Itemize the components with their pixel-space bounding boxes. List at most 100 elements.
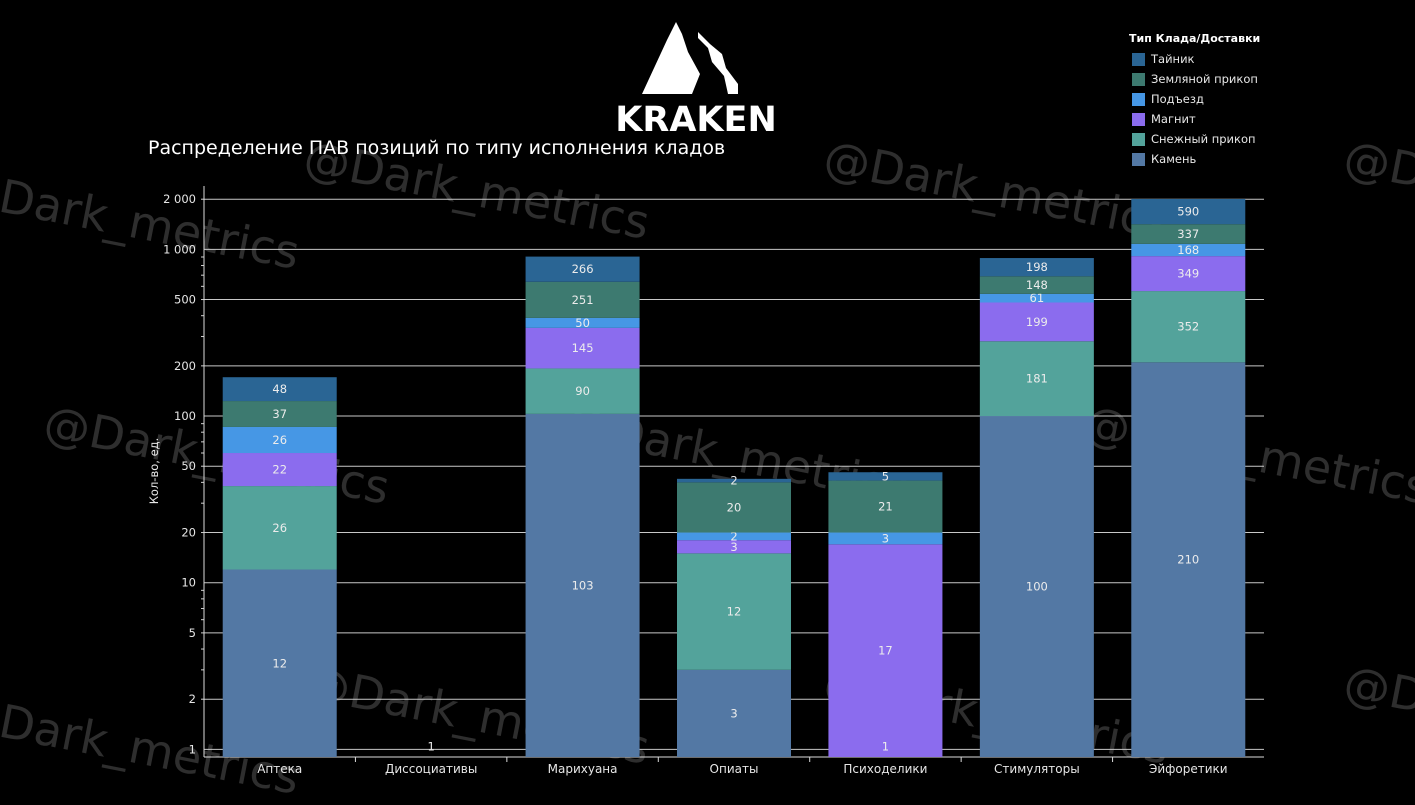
legend-item: Земляной прикоп [1129, 69, 1279, 89]
y-axis-label: Кол-во, ед. [147, 438, 161, 505]
y-tick-label: 2 000 [163, 192, 196, 206]
logo-text: KRAKEN [615, 100, 776, 138]
data-label: 20 [727, 500, 742, 514]
y-tick-label: 100 [174, 409, 196, 423]
bar-segment [525, 256, 640, 282]
bar-segment [525, 317, 640, 328]
data-label: 61 [1030, 291, 1045, 305]
y-tick-label: 10 [181, 576, 196, 590]
data-label: 198 [1026, 260, 1048, 274]
y-tick-label: 200 [174, 359, 196, 373]
data-label: 3 [730, 706, 737, 720]
data-label: 148 [1026, 278, 1048, 292]
bar-segment [1131, 256, 1246, 292]
bar-segment [677, 532, 791, 541]
bar-segment [979, 341, 1094, 417]
bar-segment [222, 401, 337, 427]
legend-label: Магнит [1151, 112, 1196, 126]
data-label: 590 [1177, 205, 1199, 219]
data-label: 17 [878, 644, 893, 658]
x-tick-label: Психоделики [843, 762, 927, 776]
bar-segment [1131, 198, 1246, 225]
bar-segment [979, 276, 1094, 294]
x-tick-label: Опиаты [710, 762, 759, 776]
y-tick-label: 5 [189, 626, 196, 640]
legend-item: Подъезд [1129, 89, 1279, 109]
bar-segment [525, 413, 640, 757]
legend-label: Тайник [1151, 52, 1195, 66]
legend-label: Земляной прикоп [1151, 72, 1258, 86]
data-label: 1 [427, 739, 434, 753]
legend-swatch [1132, 52, 1145, 66]
data-label: 5 [882, 469, 889, 483]
data-label: 2 [730, 529, 737, 543]
bar-segment [525, 281, 640, 318]
data-label: 12 [272, 656, 287, 670]
y-tick-label: 20 [181, 526, 196, 540]
data-label: 22 [272, 463, 287, 477]
logo-mark-large [642, 22, 700, 94]
x-tick-label: Марихуана [548, 762, 618, 776]
legend-swatch [1132, 132, 1145, 146]
legend-label: Снежный прикоп [1151, 132, 1256, 146]
bar-segment [677, 540, 791, 554]
logo-mark-small [698, 32, 738, 94]
x-tick-label: Диссоциативы [385, 762, 477, 776]
legend-title: Тип Клада/Доставки [1129, 32, 1261, 45]
data-label: 349 [1177, 267, 1199, 281]
data-label: 21 [878, 500, 893, 514]
y-tick-label: 1 000 [163, 242, 196, 256]
data-label: 50 [575, 316, 590, 330]
bar-segment [1131, 224, 1246, 244]
legend-items: Тайник Земляной прикоп Подъезд Магнит Снежны… [1129, 49, 1279, 169]
legend-swatch [1132, 152, 1145, 166]
data-label: 145 [572, 341, 594, 355]
data-label: 26 [272, 433, 287, 447]
bar-segment [525, 327, 640, 369]
kraken-logo: KRAKEN [615, 22, 777, 138]
data-label: 266 [572, 262, 594, 276]
legend-swatch [1132, 92, 1145, 106]
data-label: 352 [1177, 320, 1199, 334]
bar-segment [222, 377, 337, 402]
legend-label: Камень [1151, 152, 1197, 166]
legend-item: Камень [1129, 149, 1279, 169]
legend-swatch [1132, 112, 1145, 126]
data-label: 12 [727, 605, 742, 619]
data-label: 168 [1177, 243, 1199, 257]
legend: Тип Клада/Доставки Тайник Земляной прикоп… [1129, 32, 1279, 169]
data-label: 3 [730, 540, 737, 554]
data-label: 3 [882, 531, 889, 545]
bar-segment [828, 480, 943, 533]
data-label: 181 [1026, 372, 1048, 386]
bar-segment [525, 368, 640, 414]
bar-segment [1131, 362, 1246, 757]
legend-swatch [1132, 72, 1145, 86]
bar-segment [979, 302, 1094, 342]
y-tick-label: 1 [189, 742, 196, 756]
bar-segment [979, 416, 1094, 757]
data-label: 2 [730, 474, 737, 488]
data-label: 48 [272, 382, 287, 396]
data-label: 210 [1177, 553, 1199, 567]
bar-segment [1131, 243, 1246, 257]
bar-segment [979, 293, 1094, 303]
y-tick-label: 2 [189, 692, 196, 706]
legend-item: Тайник [1129, 49, 1279, 69]
bar-segment [828, 532, 943, 545]
legend-label: Подъезд [1151, 92, 1204, 106]
bar-segment [677, 669, 791, 757]
x-tick-label: Стимуляторы [994, 762, 1080, 776]
bar-segment [222, 453, 337, 487]
data-label: 251 [572, 293, 594, 307]
bar-segment [677, 478, 791, 483]
bar-segment [828, 472, 943, 481]
bar-segment [222, 486, 337, 570]
legend-item: Магнит [1129, 109, 1279, 129]
bar-segment [677, 482, 791, 533]
bar-segment [979, 258, 1094, 277]
data-label: 103 [572, 578, 594, 592]
bar-segment [222, 569, 337, 757]
